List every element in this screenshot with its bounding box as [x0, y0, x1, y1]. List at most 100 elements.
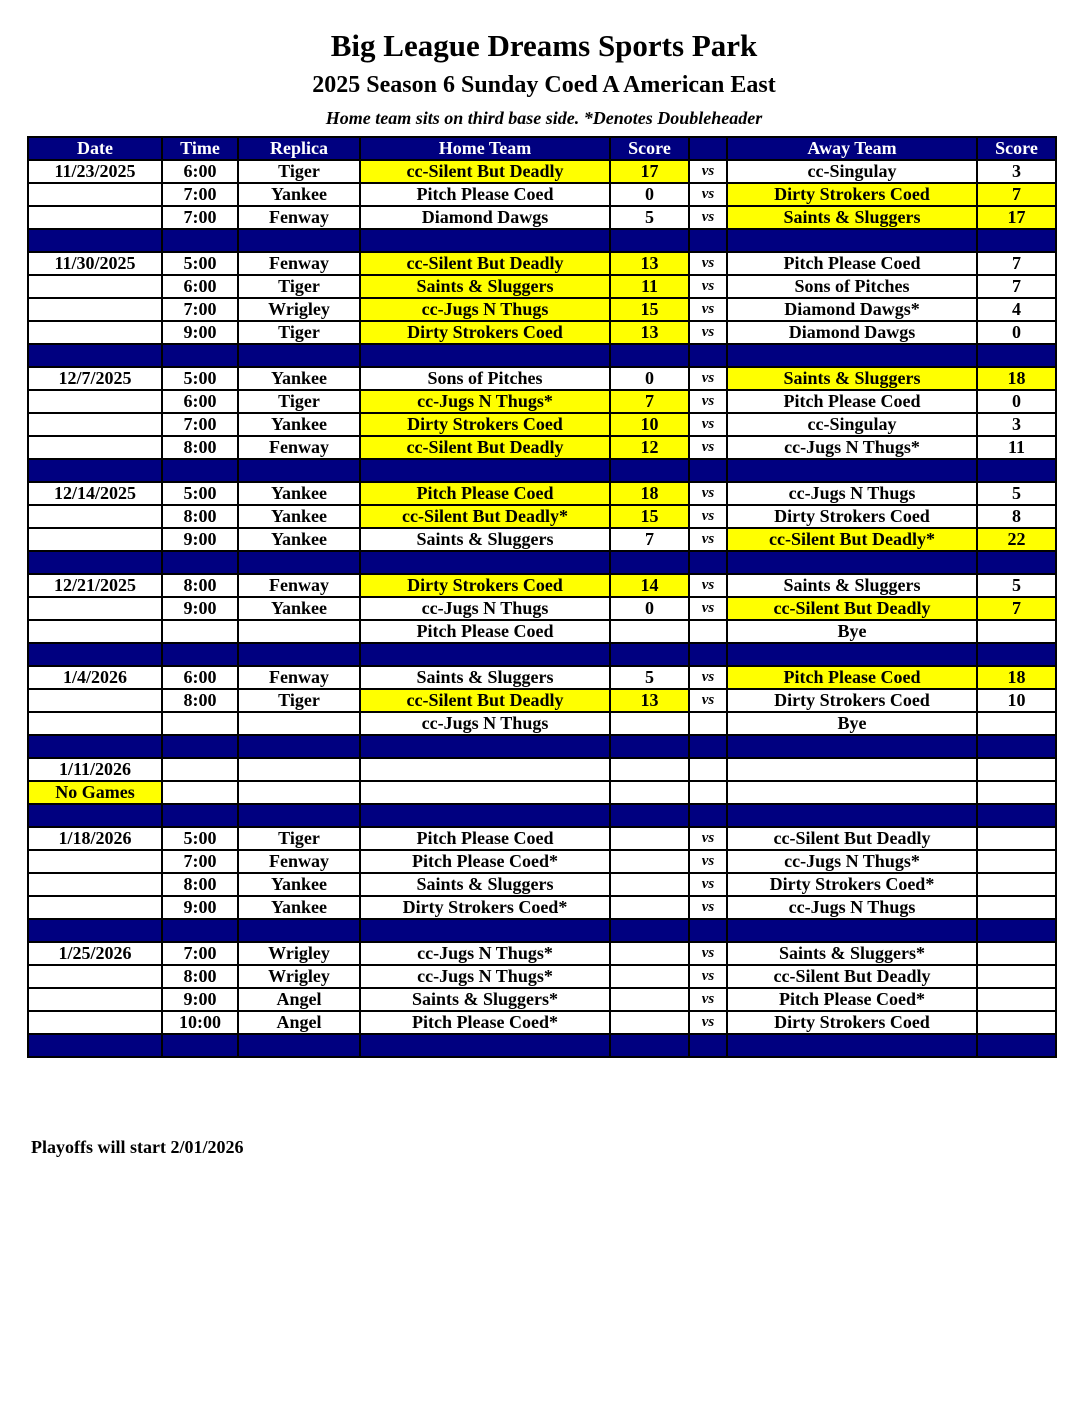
away-score-cell: 0 [976, 320, 1057, 345]
home-team-cell: cc-Silent But Deadly [359, 159, 611, 184]
home-team-cell: Diamond Dawgs [359, 205, 611, 230]
col-time: Time [161, 136, 239, 161]
away-score-cell [976, 619, 1057, 644]
time-cell: 7:00 [161, 297, 239, 322]
away-score-cell: 3 [976, 159, 1057, 184]
time-cell [161, 757, 239, 782]
separator-cell [609, 803, 690, 828]
home-team-cell: Sons of Pitches [359, 366, 611, 391]
date-cell [27, 412, 163, 437]
home-team-cell: Pitch Please Coed* [359, 1010, 611, 1035]
home-team-cell: cc-Jugs N Thugs* [359, 389, 611, 414]
separator-cell [359, 734, 611, 759]
away-team-cell: Saints & Sluggers [726, 366, 978, 391]
separator-cell [976, 343, 1057, 368]
separator-cell [237, 458, 361, 483]
vs-cell: vs [688, 182, 728, 207]
home-score-cell [609, 826, 690, 851]
separator-cell [609, 642, 690, 667]
separator-cell [609, 918, 690, 943]
separator-cell [237, 734, 361, 759]
game-row: 9:00 Yankee Dirty Strokers Coed* vs cc-Jugs … [27, 895, 1057, 920]
separator-cell [359, 343, 611, 368]
separator-cell [27, 803, 163, 828]
separator-cell [976, 228, 1057, 253]
vs-cell: vs [688, 1010, 728, 1035]
col-vs [688, 136, 728, 161]
separator-cell [161, 1033, 239, 1058]
separator-cell [609, 734, 690, 759]
vs-cell: vs [688, 251, 728, 276]
replica-cell: Yankee [237, 481, 361, 506]
away-score-cell [976, 826, 1057, 851]
time-cell: 6:00 [161, 389, 239, 414]
separator-cell [726, 458, 978, 483]
separator-cell [609, 550, 690, 575]
date-cell: 12/21/2025 [27, 573, 163, 598]
away-score-cell: 7 [976, 251, 1057, 276]
time-cell: 5:00 [161, 481, 239, 506]
vs-cell: vs [688, 159, 728, 184]
vs-cell: vs [688, 435, 728, 460]
date-cell: 1/4/2026 [27, 665, 163, 690]
home-score-cell [609, 941, 690, 966]
home-team-cell: Saints & Sluggers* [359, 987, 611, 1012]
home-score-cell [609, 780, 690, 805]
away-score-cell: 7 [976, 596, 1057, 621]
home-score-cell [609, 987, 690, 1012]
vs-cell: vs [688, 297, 728, 322]
home-team-cell: Dirty Strokers Coed [359, 320, 611, 345]
separator-row [27, 918, 1057, 943]
away-team-cell [726, 757, 978, 782]
separator-cell [726, 1033, 978, 1058]
game-row: 1/25/2026 7:00 Wrigley cc-Jugs N Thugs* vs Sa… [27, 941, 1057, 966]
away-score-cell: 22 [976, 527, 1057, 552]
separator-row [27, 343, 1057, 368]
separator-row [27, 458, 1057, 483]
separator-cell [726, 228, 978, 253]
separator-cell [609, 343, 690, 368]
home-score-cell [609, 619, 690, 644]
separator-cell [726, 734, 978, 759]
game-row: 12/7/2025 5:00 Yankee Sons of Pitches 0 vs Sai… [27, 366, 1057, 391]
replica-cell [237, 619, 361, 644]
away-score-cell [976, 941, 1057, 966]
home-score-cell: 5 [609, 665, 690, 690]
vs-cell: vs [688, 849, 728, 874]
vs-cell: vs [688, 826, 728, 851]
time-cell [161, 619, 239, 644]
replica-cell: Tiger [237, 389, 361, 414]
vs-cell: vs [688, 688, 728, 713]
game-row: 12/21/2025 8:00 Fenway Dirty Strokers Coed 1… [27, 573, 1057, 598]
home-score-cell [609, 849, 690, 874]
away-score-cell: 11 [976, 435, 1057, 460]
away-team-cell: Pitch Please Coed* [726, 987, 978, 1012]
home-team-cell: Pitch Please Coed* [359, 849, 611, 874]
home-score-cell: 15 [609, 504, 690, 529]
separator-row [27, 803, 1057, 828]
separator-cell [359, 918, 611, 943]
replica-cell [237, 780, 361, 805]
vs-cell [688, 711, 728, 736]
replica-cell: Wrigley [237, 964, 361, 989]
separator-row [27, 228, 1057, 253]
vs-cell: vs [688, 872, 728, 897]
date-cell: 12/7/2025 [27, 366, 163, 391]
separator-cell [976, 803, 1057, 828]
game-row: 8:00 Tiger cc-Silent But Deadly 13 vs Dirty S… [27, 688, 1057, 713]
away-score-cell [976, 780, 1057, 805]
game-row: 8:00 Yankee Saints & Sluggers vs Dirty Strok… [27, 872, 1057, 897]
home-team-cell: Pitch Please Coed [359, 182, 611, 207]
replica-cell: Yankee [237, 895, 361, 920]
separator-cell [688, 1033, 728, 1058]
separator-row [27, 550, 1057, 575]
home-team-cell: Dirty Strokers Coed* [359, 895, 611, 920]
game-row: 9:00 Angel Saints & Sluggers* vs Pitch Pleas… [27, 987, 1057, 1012]
replica-cell: Yankee [237, 596, 361, 621]
separator-cell [27, 458, 163, 483]
away-team-cell: cc-Silent But Deadly [726, 964, 978, 989]
separator-cell [161, 642, 239, 667]
date-cell: 1/25/2026 [27, 941, 163, 966]
game-row: 8:00 Fenway cc-Silent But Deadly 12 vs cc-Jug… [27, 435, 1057, 460]
away-score-cell: 8 [976, 504, 1057, 529]
